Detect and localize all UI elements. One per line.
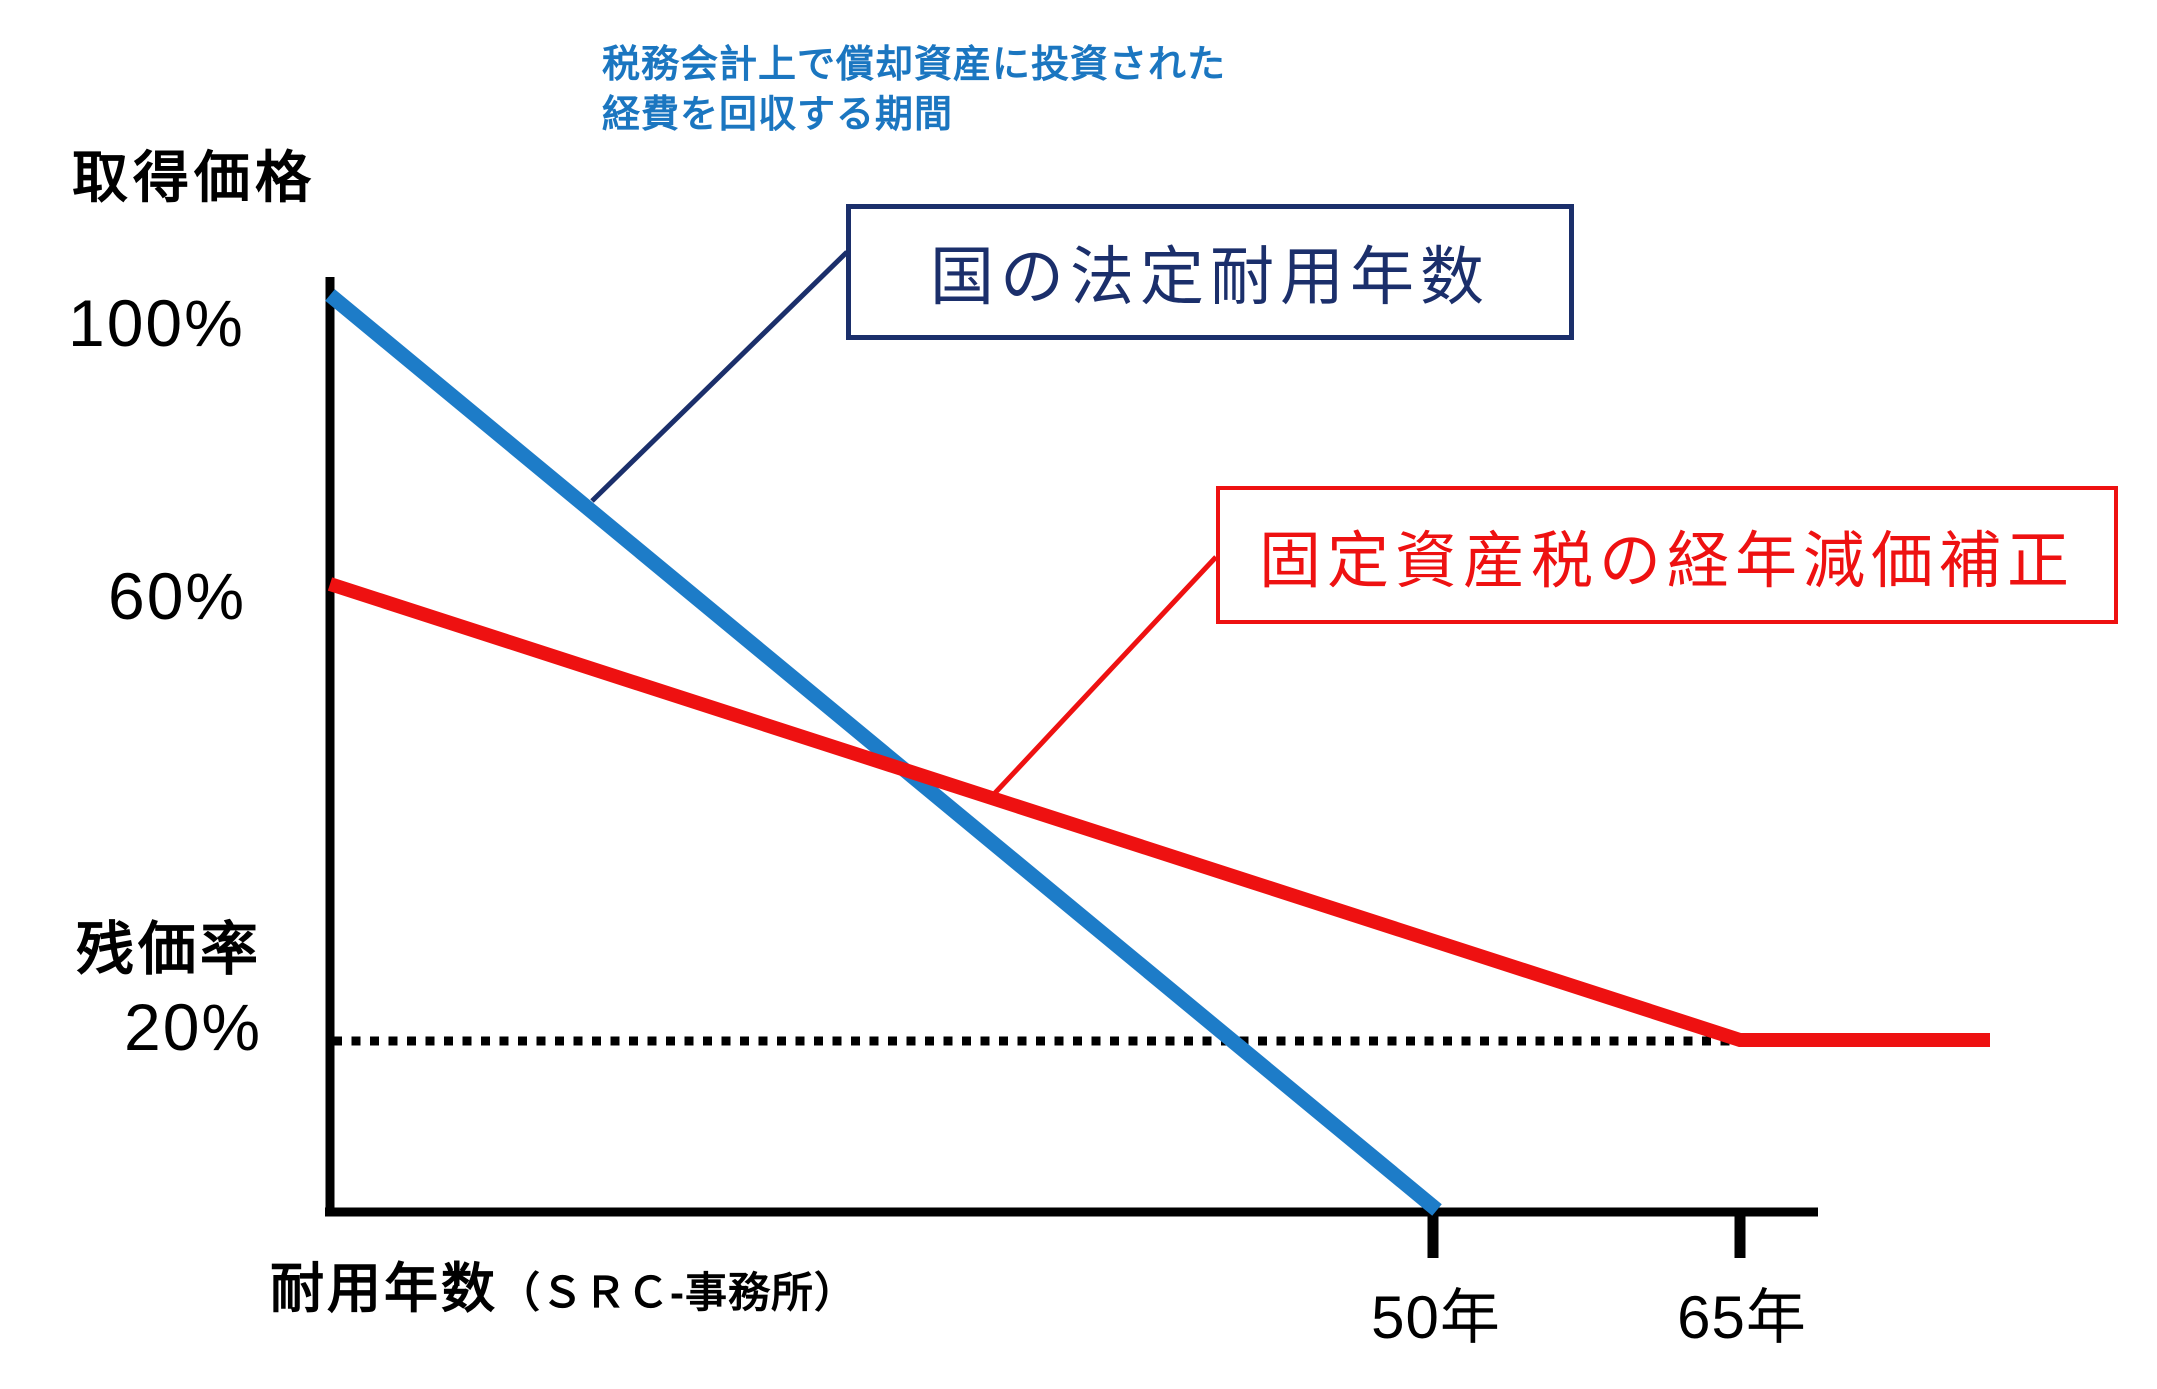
annotation-line-1: 税務会計上で償却資産に投資された [602, 44, 1227, 86]
x-tick-label-65: 65年 [1677, 1284, 1807, 1351]
y-axis-title: 取得価格 [72, 146, 316, 209]
y-tick-label-60: 60% [108, 559, 247, 633]
x-axis-title-sub: （ＳＲＣ-事務所） [498, 1269, 857, 1316]
annotation-line-2: 経費を回収する期間 [602, 94, 954, 137]
statutory-callout-pointer-line [590, 250, 849, 503]
y-tick-label-100: 100% [68, 286, 245, 360]
statutory-useful-life-line [325, 289, 1442, 1216]
recovery-period-annotation: 税務会計上で償却資産に投資された 経費を回収する期間 [602, 40, 1226, 140]
property-tax-callout-box: 固定資産税の経年減価補正 [1216, 486, 2118, 624]
x-axis-title-main: 耐用年数 [270, 1259, 498, 1319]
property-tax-callout-label: 固定資産税の経年減価補正 [1258, 527, 2075, 596]
y-tick-label-20: 20% [124, 990, 263, 1064]
x-tick-label-50: 50年 [1371, 1284, 1501, 1351]
property-tax-callout-pointer-line [993, 555, 1218, 795]
statutory-useful-life-callout-label: 国の法定耐用年数 [930, 241, 1490, 313]
residual-rate-label: 残価率 [76, 917, 263, 982]
property-tax-depreciation-line [327, 577, 1990, 1047]
x-axis-title: 耐用年数（ＳＲＣ-事務所） [270, 1262, 857, 1316]
statutory-useful-life-callout-box: 国の法定耐用年数 [846, 204, 1574, 340]
